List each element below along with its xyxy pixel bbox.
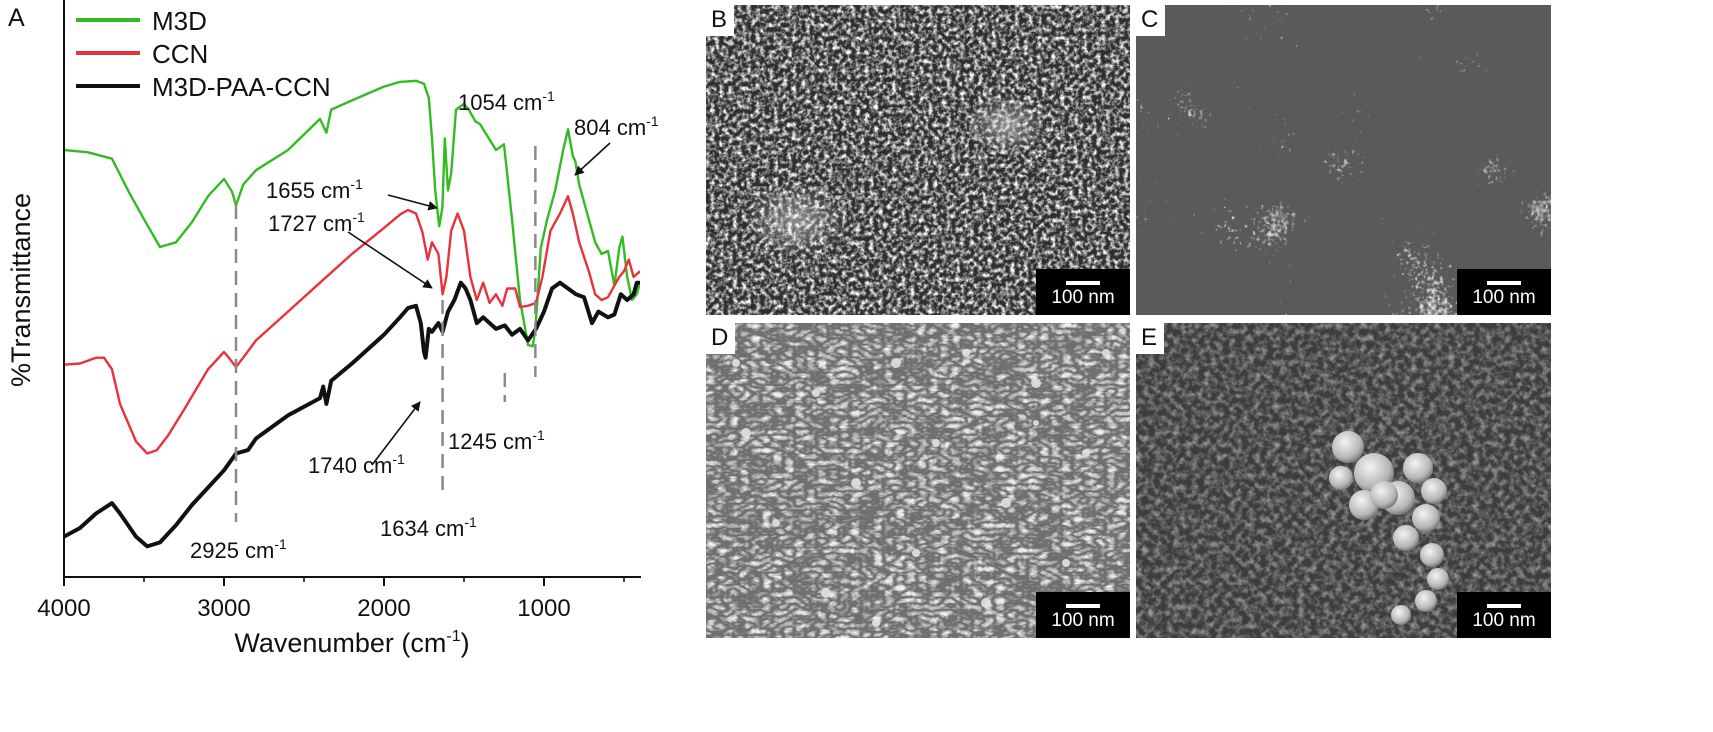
peak-annotations: 1054 cm-1 804 cm-1 1655 cm-1 1727 cm-1 1740 …: [190, 88, 659, 563]
peak-annotation-label: 1054 cm-1: [458, 88, 555, 115]
scale-bar-c: 100 nm: [1457, 269, 1551, 315]
peak-annotation-label: 1634 cm-1: [380, 514, 477, 541]
annotation-arrow: [387, 194, 438, 211]
panel-d-label: D: [706, 323, 736, 354]
panel-c-label: C: [1136, 5, 1166, 36]
sem-panel-b: B 100 nm: [706, 5, 1130, 315]
sem-panel-c: C 100 nm: [1136, 5, 1551, 315]
annotation-arrow: [574, 142, 611, 176]
scale-bar-text: 100 nm: [1051, 610, 1115, 631]
scale-bar-line: [1487, 604, 1521, 608]
peak-annotation-label: 1655 cm-1: [266, 176, 363, 203]
legend-label-ccn: CCN: [152, 39, 208, 69]
spectra-curves: [64, 79, 640, 549]
sem-image-b: [706, 5, 1130, 315]
peak-annotation-label: 2925 cm-1: [190, 536, 287, 563]
x-tick-label: 1000: [517, 595, 570, 622]
x-tick-label: 3000: [197, 595, 250, 622]
x-tick-label: 4000: [37, 595, 90, 622]
scale-bar-text: 100 nm: [1051, 287, 1115, 308]
peak-annotation-label: 804 cm-1: [574, 113, 659, 140]
scale-bar-line: [1066, 281, 1100, 285]
x-axis-label: Wavenumber (cm-1): [234, 628, 469, 658]
sem-panel-e: E 100 nm: [1136, 323, 1551, 638]
annotation-arrow: [347, 231, 433, 289]
scale-bar-d: 100 nm: [1036, 592, 1130, 638]
panel-e-label: E: [1136, 323, 1165, 354]
scale-bar-text: 100 nm: [1472, 610, 1536, 631]
y-axis-label: %Transmittance: [6, 193, 36, 387]
x-axis-ticks: 4000 3000 2000 1000: [37, 577, 625, 622]
series-line-m3d-paa-ccn: [64, 280, 640, 549]
sem-image-d: [706, 323, 1130, 638]
scale-bar-text: 100 nm: [1472, 287, 1536, 308]
peak-annotation-label: 1727 cm-1: [268, 209, 365, 236]
scale-bar-e: 100 nm: [1457, 592, 1551, 638]
panel-a-label: A: [8, 4, 25, 32]
scale-bar-line: [1487, 281, 1521, 285]
peak-annotation-label: 1740 cm-1: [308, 451, 405, 478]
annotation-arrow: [371, 401, 421, 466]
x-tick-label: 2000: [357, 595, 410, 622]
legend-label-m3d-paa-ccn: M3D-PAA-CCN: [152, 72, 331, 102]
sem-image-c: [1136, 5, 1551, 315]
sem-panel-d: D 100 nm: [706, 323, 1130, 638]
scale-bar-b: 100 nm: [1036, 269, 1130, 315]
series-line-ccn: [64, 195, 640, 455]
sem-image-e: [1136, 323, 1551, 638]
peak-annotation-label: 1245 cm-1: [448, 427, 545, 454]
legend-label-m3d: M3D: [152, 6, 207, 36]
scale-bar-line: [1066, 604, 1100, 608]
panel-b-label: B: [706, 5, 735, 36]
series-line-m3d: [64, 79, 640, 348]
